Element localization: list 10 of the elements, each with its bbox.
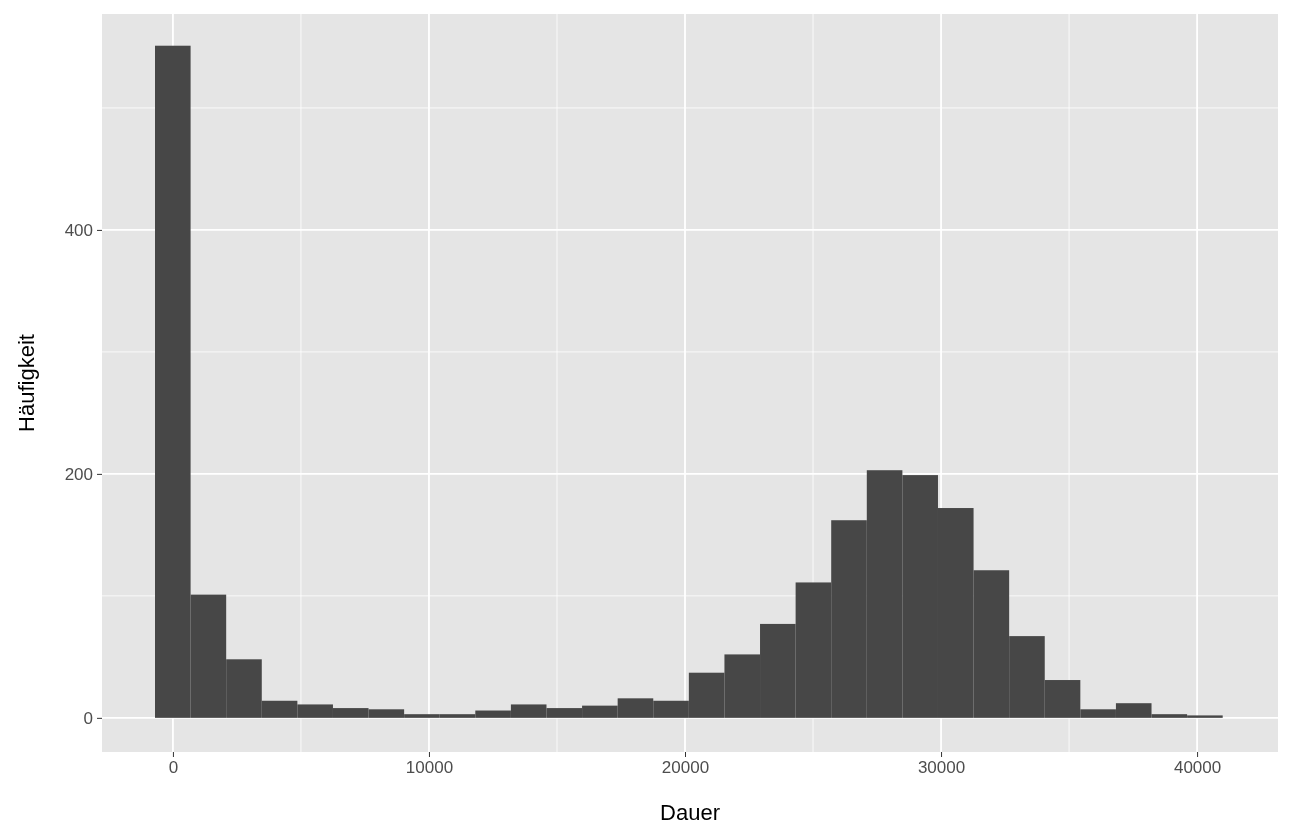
y-axis-title: Häufigkeit [14,334,39,432]
x-axis-title: Dauer [660,800,720,825]
x-tick-label: 30000 [917,758,966,778]
y-tick-label: 0 [83,708,93,728]
x-tick-label: 40000 [1173,758,1222,778]
y-tick-label: 400 [64,220,93,240]
y-tick-label: 200 [64,464,93,484]
x-tick-label: 10000 [405,758,454,778]
x-tick-label: 0 [168,758,179,778]
x-tick-label: 20000 [661,758,710,778]
